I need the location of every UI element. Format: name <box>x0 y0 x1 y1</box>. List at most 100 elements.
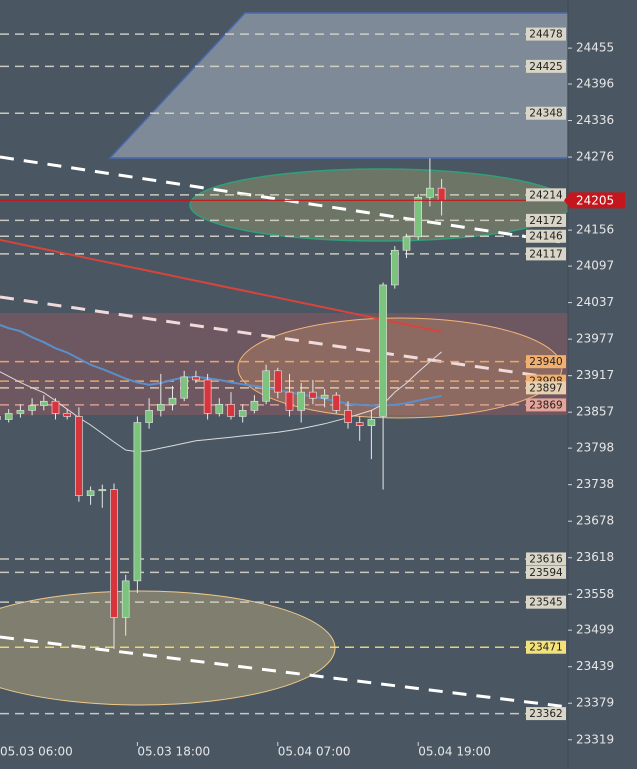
ma-line <box>0 351 442 453</box>
level-label: 24425 <box>529 61 562 73</box>
y-tick-label: 24396 <box>576 77 614 91</box>
y-tick-label: 23379 <box>576 696 614 710</box>
candle-body <box>157 403 165 411</box>
candle-body <box>145 410 153 423</box>
y-tick-label: 23977 <box>576 332 614 346</box>
candle-body <box>309 391 317 399</box>
candle-body <box>262 370 270 402</box>
candle-body <box>390 249 399 286</box>
candle-body <box>4 413 13 420</box>
y-tick-label: 23917 <box>576 368 614 382</box>
candle-body <box>215 403 224 414</box>
level-label: 24146 <box>529 231 563 243</box>
level-label-box <box>526 27 566 41</box>
y-tick-label: 24037 <box>576 295 614 309</box>
candle-body <box>28 405 36 411</box>
x-tick-label: 05.03 18:00 <box>137 745 210 759</box>
ma-line <box>0 238 442 333</box>
level-label-box <box>526 640 566 654</box>
level-label: 23594 <box>529 567 563 579</box>
ellipse <box>189 168 568 242</box>
candle-body <box>285 391 294 411</box>
level-label: 23362 <box>529 708 562 720</box>
level-label: 23471 <box>529 642 562 654</box>
y-tick-label: 23618 <box>576 550 614 564</box>
level-label-box <box>526 355 566 369</box>
candle-body <box>250 400 259 411</box>
series <box>0 33 568 715</box>
y-tick-label: 23678 <box>576 514 614 528</box>
candle-body <box>320 394 329 399</box>
level-label-box <box>526 381 566 395</box>
candle-body <box>168 397 177 405</box>
candle-body <box>227 403 235 417</box>
level-label-box <box>526 707 566 721</box>
candle-body <box>297 391 306 411</box>
y-tick-label: 23857 <box>576 405 614 419</box>
level-label-box <box>526 213 566 227</box>
level-label: 24172 <box>529 215 562 227</box>
zone <box>0 313 568 415</box>
y-tick-label: 23439 <box>576 659 614 673</box>
y-tick-label: 23319 <box>576 732 614 746</box>
candle-body <box>402 236 411 251</box>
candle-body <box>86 490 95 496</box>
y-tick-label: 24156 <box>576 223 614 237</box>
level-label-box <box>526 398 566 412</box>
last-price-box <box>564 192 625 209</box>
level-label-box <box>526 59 566 73</box>
zone <box>108 12 568 159</box>
candle-body <box>180 376 188 399</box>
level-label: 24214 <box>529 189 563 201</box>
candle-body <box>16 410 25 414</box>
candle-body <box>437 187 446 201</box>
candle-body <box>98 489 107 492</box>
ma-line <box>0 323 442 407</box>
level-label: 24478 <box>529 29 562 41</box>
candle-body <box>414 196 423 238</box>
candle-body <box>273 370 282 393</box>
level-label: 24117 <box>529 248 562 260</box>
candle-body <box>426 187 434 198</box>
level-label: 23940 <box>529 356 562 368</box>
candle-body <box>133 422 142 582</box>
y-tick-label: 23738 <box>576 477 614 491</box>
candle-body <box>344 410 352 423</box>
level-label: 23897 <box>529 382 562 394</box>
candle-body <box>39 400 48 406</box>
level-label-box <box>526 247 566 261</box>
level-label: 24348 <box>529 108 562 120</box>
x-tick-label: 05.04 19:00 <box>418 745 491 759</box>
candle-body <box>0 416 1 420</box>
level-label-box <box>526 595 566 609</box>
candle-body <box>75 416 83 496</box>
x-tick-label: 05.03 06:00 <box>0 745 73 759</box>
ellipse <box>0 590 336 706</box>
candle-body <box>203 379 212 414</box>
level-label: 23545 <box>529 597 562 609</box>
candle-body <box>379 284 387 417</box>
candle-body <box>51 400 60 414</box>
candle-body <box>110 489 118 618</box>
candle-body <box>121 580 130 618</box>
x-tick-label: 05.04 07:00 <box>278 745 351 759</box>
y-tick-label: 23499 <box>576 623 614 637</box>
level-label: 23616 <box>529 553 563 565</box>
candle-body <box>192 376 200 381</box>
y-tick-label: 24336 <box>576 113 614 127</box>
candle-body <box>355 422 364 426</box>
y-tick-label: 24097 <box>576 259 614 273</box>
y-tick-label: 24455 <box>576 41 614 55</box>
candle-body <box>63 413 72 417</box>
candle-body <box>332 394 341 411</box>
last-price-label: 24205 <box>576 193 614 207</box>
level-label-box <box>526 565 566 579</box>
level-label-box <box>526 552 566 566</box>
drawings <box>0 12 568 709</box>
level-label-box <box>526 106 566 120</box>
candle-body <box>238 410 247 417</box>
y-tick-label: 24276 <box>576 150 614 164</box>
level-label-box <box>526 229 566 243</box>
y-tick-label: 23558 <box>576 587 614 601</box>
